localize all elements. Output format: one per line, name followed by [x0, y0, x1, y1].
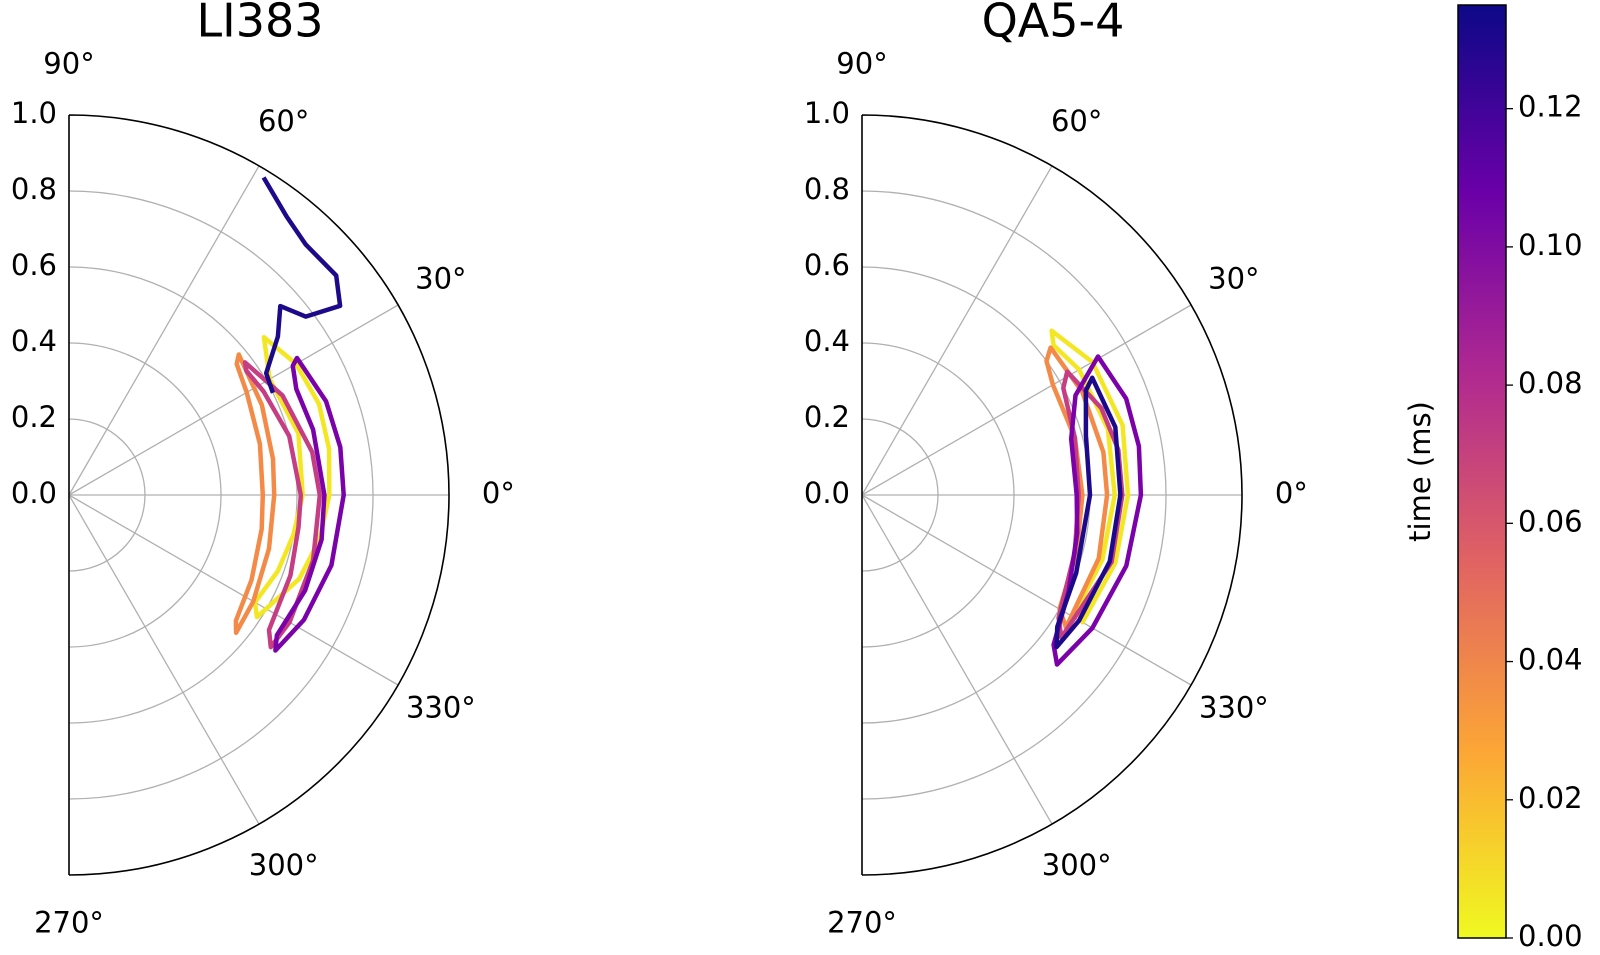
theta-tick-label: 0° — [482, 476, 515, 510]
colorbar-tick-label: 0.12 — [1518, 90, 1583, 124]
theta-tick-label: 90° — [43, 47, 94, 81]
theta-tick-label: 60° — [1051, 104, 1102, 138]
polar-frame — [68, 114, 450, 876]
colorbar-tick-label: 0.08 — [1518, 366, 1583, 400]
theta-tick-label: 270° — [34, 905, 104, 939]
theta-tick-label: 90° — [836, 47, 887, 81]
theta-tick-label: 270° — [827, 905, 897, 939]
curve — [242, 360, 323, 650]
theta-tick-label: 60° — [258, 104, 309, 138]
grid-spoke — [68, 494, 399, 686]
colorbar-tick-label: 0.02 — [1518, 781, 1583, 815]
theta-tick-label: 0° — [1275, 476, 1308, 510]
grid-spoke — [861, 165, 1053, 496]
r-tick-label: 0.4 — [804, 324, 850, 358]
theta-tick-label: 300° — [1042, 848, 1112, 882]
r-tick-label: 0.6 — [804, 248, 850, 282]
theta-tick-label: 30° — [1208, 261, 1259, 295]
r-tick-label: 0.8 — [11, 172, 57, 206]
chart-title: LI383 — [197, 0, 324, 48]
r-tick-label: 0.0 — [804, 476, 850, 510]
r-tick-label: 0.2 — [11, 400, 57, 434]
r-tick-label: 1.0 — [11, 96, 57, 130]
grid-spoke — [861, 494, 1192, 686]
r-tick-label: 0.6 — [11, 248, 57, 282]
polar-frame — [861, 114, 1243, 876]
r-tick-label: 0.0 — [11, 476, 57, 510]
curve — [1054, 375, 1123, 650]
r-tick-label: 0.2 — [804, 400, 850, 434]
theta-tick-label: 30° — [415, 261, 466, 295]
theta-tick-label: 330° — [406, 691, 476, 725]
theta-tick-label: 330° — [1199, 691, 1269, 725]
colorbar-tick-label: 0.04 — [1518, 643, 1583, 677]
curve — [261, 176, 343, 394]
curve — [273, 355, 346, 653]
grid-spoke — [861, 304, 1192, 496]
colorbar-tick-label: 0.06 — [1518, 504, 1583, 538]
grid-spoke — [68, 494, 260, 825]
curve — [1051, 354, 1144, 667]
curve — [252, 334, 332, 620]
chart-title: QA5-4 — [982, 0, 1125, 48]
r-tick-label: 0.8 — [804, 172, 850, 206]
grid-spoke — [68, 165, 260, 496]
r-tick-label: 1.0 — [804, 96, 850, 130]
colorbar-tick-label: 0.10 — [1518, 228, 1583, 262]
grid-spoke — [68, 304, 399, 496]
r-tick-label: 0.4 — [11, 324, 57, 358]
grid-spoke — [861, 494, 1053, 825]
colorbar — [1457, 4, 1507, 939]
colorbar-label: time (ms) — [1403, 401, 1437, 542]
colorbar-tick-label: 0.00 — [1518, 919, 1583, 953]
theta-tick-label: 300° — [249, 848, 319, 882]
curve — [233, 352, 277, 636]
